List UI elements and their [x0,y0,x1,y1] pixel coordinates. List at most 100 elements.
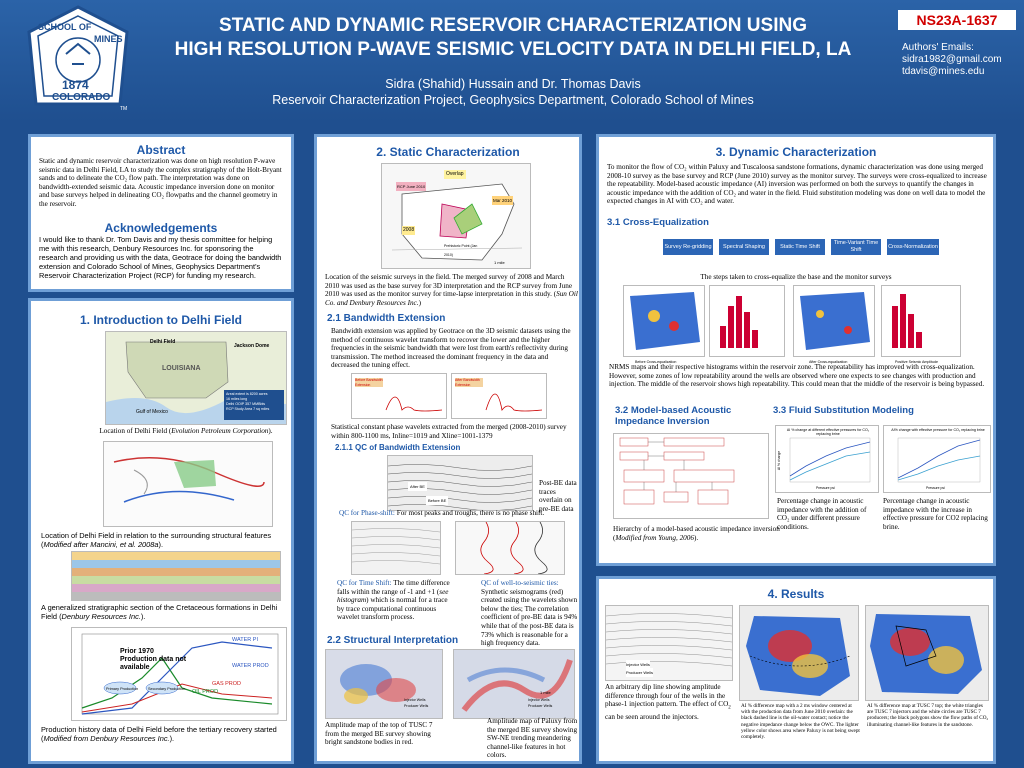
qc-overlay-note: Post-BE data traces overlain on pre-BE d… [539,479,577,513]
results-legend-producer: Producer Wells [626,668,654,677]
results-caption-2: AI % difference map with a 2 ms window c… [741,703,860,741]
introduction-panel: 1. Introduction to Delhi Field Delhi Fie… [28,298,294,764]
logo-tm: TM [120,106,128,112]
survey-map-caption: Location of the seismic surveys in the f… [325,273,579,307]
results-panel: 4. Results Injector Wells Producer Wells… [596,576,996,764]
email-2[interactable]: tdavis@mines.edu [902,66,985,77]
si-legend-injector: Injector Wells [404,698,426,702]
flow-step: Time-Variant Time Shift [831,239,881,255]
nrms-histogram-before [709,285,785,357]
cross-equalization-flow: Survey Re-gridding Spectral Shaping Stat… [663,235,939,263]
map-label-rcp: RCP June 2010 [396,182,427,191]
nrms-label-before: Before Cross-equalization [635,360,677,364]
caption-text: Location of the seismic surveys in the f… [325,273,573,299]
caption-text: ). [693,533,699,542]
fs-y-label: AI % change [777,450,782,471]
map-label-prehistoric: Prehistoric Point (Jan 2010) [444,244,478,257]
paluxy-caption: Amplitude map of Paluxy from the merged … [487,717,578,760]
fs-chart-2-title: AI% change with effective pressure for C… [891,428,985,432]
emails-label: Authors' Emails: [902,42,974,53]
prior-production-note: Prior 1970 Production data not available [120,648,187,671]
dynamic-title: 3. Dynamic Characterization [715,145,877,159]
time-shift-histogram [351,521,441,575]
fluid-sub-caption-1: Percentage change in acoustic impedance … [777,497,867,531]
map-label-2008: 2008 [402,226,416,235]
poster-id-badge: NS23A-1637 [898,10,1016,30]
poster-title: STATIC AND DYNAMIC RESERVOIR CHARACTERIZ… [138,14,888,62]
caption-text: ). [268,427,273,435]
caption-text: ) [418,298,421,307]
caption-text: ). [158,540,164,549]
qc-phase-shift-text: QC for Phase-shift: For most peaks and t… [339,509,579,518]
amplitude-difference-line: Injector Wells Producer Wells [605,605,733,681]
author-emails: Authors' Emails: sidra1982@gmail.com tda… [902,42,1022,78]
flow-step: Static Time Shift [775,239,825,255]
dynamic-characterization-panel: 3. Dynamic Characterization To monitor t… [596,134,996,566]
paluxy-amplitude-map: Injector Wells Producer Wells 1 mile [453,649,575,719]
tusc7-ai-difference-map [865,605,989,701]
caption-source: Modified from Denbury Resources Inc. [43,734,170,743]
introduction-title: 1. Introduction to Delhi Field [80,313,242,327]
nrms-map-before [623,285,705,357]
static-title: 2. Static Characterization [376,145,520,159]
results-title: 4. Results [767,587,825,601]
logo-right-text: MINES [94,34,123,44]
water-prod-label: WATER PROD [232,663,269,669]
nrms-label-after: After Cross-equalization [809,360,848,364]
map-label-delhi-field: Delhi Field [150,339,176,345]
qc-well-tie-text: QC of well-to-seismic ties: Synthetic se… [481,579,579,648]
structural-features-map [103,441,273,527]
qc-before-be-label: Before BE [426,496,449,505]
title-line-1: STATIC AND DYNAMIC RESERVOIR CHARACTERIZ… [219,15,807,36]
map-scale: 1 mile [494,260,505,265]
email-1[interactable]: sidra1982@gmail.com [902,54,1002,65]
inversion-hierarchy-diagram [613,433,769,519]
map-label-gulf: Gulf of Mexico [136,409,168,415]
caption-source: Denbury Resources Inc. [61,612,141,621]
fluid-sub-chart-2: AI% change with effective pressure for C… [883,425,991,493]
flow-step: Cross-Normalization [887,239,939,255]
production-history-chart: Prior 1970 Production data not available… [71,627,287,721]
gas-prod-label: GAS PROD [212,681,242,687]
delhi-location-map: Delhi Field Jackson Dome LOUISIANA Gulf … [105,331,287,425]
caption-text: A generalized stratigraphic section of t… [41,603,278,621]
map-label-mar2010: Mar 2010 [492,196,514,205]
qc-seismic-sections: After BE Before BE [387,455,533,511]
primary-production-label: Primary Production [106,687,139,691]
fs-x-label: Pressure psi [926,486,945,490]
authors: Sidra (Shahid) Hussain and Dr. Thomas Da… [385,77,641,91]
si-map-scale: 1 mile [540,690,551,695]
caption-source: Evolution Petroleum Corporation [171,427,269,435]
si-legend-producer: Producer Wells [404,704,429,708]
caption-text: Location of Delhi Field ( [99,427,172,435]
wavelet-after-label: After Bandwidth Extension [455,378,483,387]
fs-x-label: Pressure psi [816,486,835,490]
caption-text: Location of Delhi Field in relation to t… [41,531,272,549]
wavelet-before-figure: Before Bandwidth Extension [351,373,447,419]
acknowledgements-title: Acknowledgements [104,220,218,235]
stratigraphic-section [71,551,281,601]
qc-label: QC of well-to-seismic ties: [481,579,559,587]
intro-caption-1: Location of Delhi Field (Evolution Petro… [81,427,291,436]
qc-text: ) which is normal for a trace by trace c… [337,596,448,622]
secondary-production-label: Secondary Production [148,687,186,691]
nrms-caption: NRMS maps and their respective histogram… [609,363,985,389]
map-label-overlap: Overlap [444,170,466,179]
author-block: Sidra (Shahid) Hussain and Dr. Thomas Da… [138,76,888,108]
acknowledgements-text: I would like to thank Dr. Tom Davis and … [39,234,282,280]
map-legend-item: Areal extent is 8200 acres [226,392,268,396]
qc-label: QC for Phase-shift: [339,509,395,517]
title-line-2: HIGH RESOLUTION P-WAVE SEISMIC VELOCITY … [174,39,852,60]
results-caption-3: AI % difference map at TUSC 7 top; the w… [867,703,989,728]
bandwidth-extension-text: Bandwidth extension was applied by Geotr… [331,327,571,370]
qc-text: For most peaks and troughs, there is no … [394,509,545,517]
inversion-caption: Hierarchy of a model-based acoustic impe… [613,525,783,542]
model-based-inversion-title: 3.2 Model-based Acoustic Impedance Inver… [615,405,732,427]
caption-source: Sun Oil Co. and Denbury Resources Inc. [325,290,578,307]
flow-step: Survey Re-gridding [663,239,713,255]
paluxy-ai-difference-map [739,605,859,701]
wavelet-before-label: Before Bandwidth Extension [355,378,383,387]
map-legend-item: Delhi OOIP 357 MMBbls [226,402,266,406]
well-tie-figure [455,521,565,575]
abstract-text: Static and dynamic reservoir characteriz… [39,157,282,208]
